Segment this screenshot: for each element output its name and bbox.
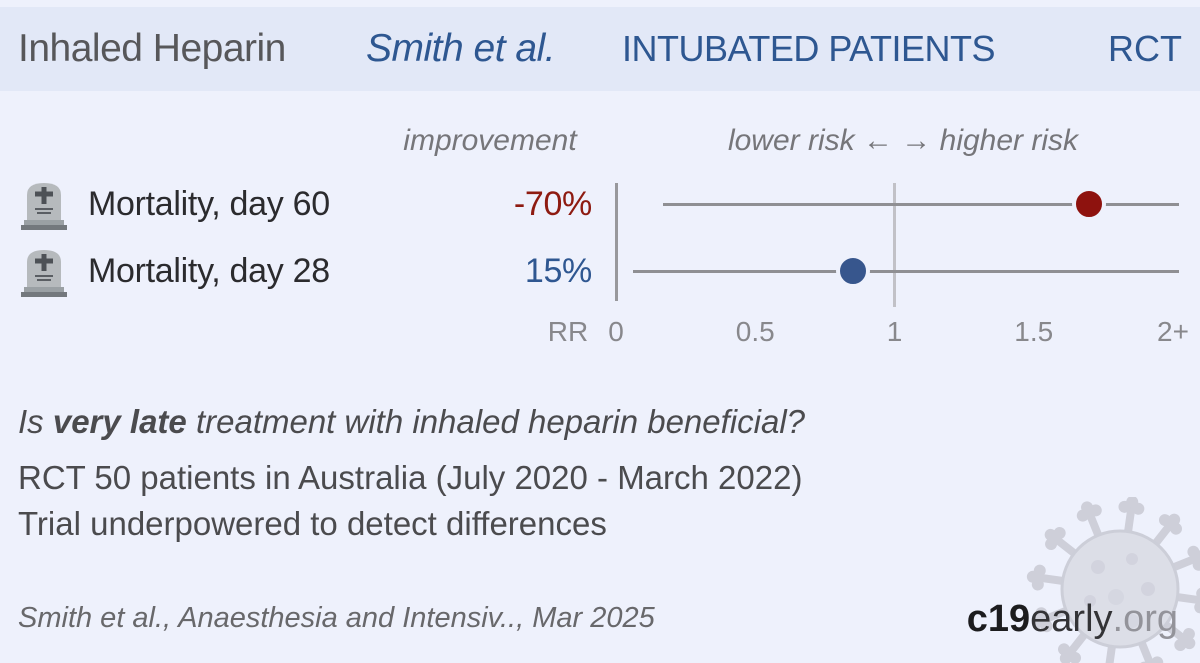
site-brand: c19 early .org bbox=[967, 598, 1178, 640]
question-line: Is very late treatment with inhaled hepa… bbox=[18, 403, 805, 441]
header: Inhaled Heparin Smith et al. INTUBATED P… bbox=[0, 7, 1200, 91]
tombstone-icon bbox=[21, 247, 67, 297]
citation: Smith et al., Anaesthesia and Intensiv..… bbox=[18, 601, 655, 634]
effect-point bbox=[1072, 187, 1107, 221]
confidence-interval-line bbox=[663, 202, 1179, 206]
treatment-title: Inhaled Heparin bbox=[18, 27, 286, 70]
axis-zero-line bbox=[615, 183, 618, 301]
effect-point bbox=[835, 254, 870, 288]
brand-org: .org bbox=[1112, 597, 1178, 640]
brand-early: early bbox=[1030, 597, 1113, 640]
question-emphasis: very late bbox=[52, 403, 187, 440]
question-prefix: Is bbox=[18, 403, 53, 440]
outcome-label: Mortality, day 60 bbox=[88, 184, 330, 223]
improvement-value: 15% bbox=[524, 251, 592, 290]
improvement-value: -70% bbox=[513, 184, 592, 223]
study-design-label: RCT bbox=[1108, 28, 1182, 69]
axis-title: RR bbox=[547, 316, 589, 347]
risk-direction-header: lower risk ← → higher risk bbox=[727, 124, 1079, 157]
axis-tick-label: 0.5 bbox=[735, 316, 775, 347]
question-suffix: treatment with inhaled heparin beneficia… bbox=[186, 403, 805, 440]
tombstone-icon bbox=[21, 180, 67, 230]
brand-c19: c19 bbox=[966, 597, 1031, 640]
outcome-label: Mortality, day 28 bbox=[88, 251, 330, 290]
population-label: INTUBATED PATIENTS bbox=[622, 28, 996, 69]
confidence-interval-line bbox=[632, 269, 1179, 273]
study-author: Smith et al. bbox=[366, 27, 556, 70]
axis-tick-label: 2+ bbox=[1157, 316, 1189, 347]
coronavirus-watermark-icon bbox=[1026, 497, 1200, 663]
axis-tick-label: 0 bbox=[608, 316, 624, 347]
axis-tick-label: 1.5 bbox=[1014, 316, 1054, 347]
axis-tick-label: 1 bbox=[886, 316, 903, 347]
improvement-column-header: improvement bbox=[403, 124, 577, 157]
reference-line-rr1 bbox=[893, 183, 896, 307]
study-detail-line: RCT 50 patients in Australia (July 2020 … bbox=[18, 459, 803, 496]
study-note-line: Trial underpowered to detect differences bbox=[18, 505, 607, 542]
